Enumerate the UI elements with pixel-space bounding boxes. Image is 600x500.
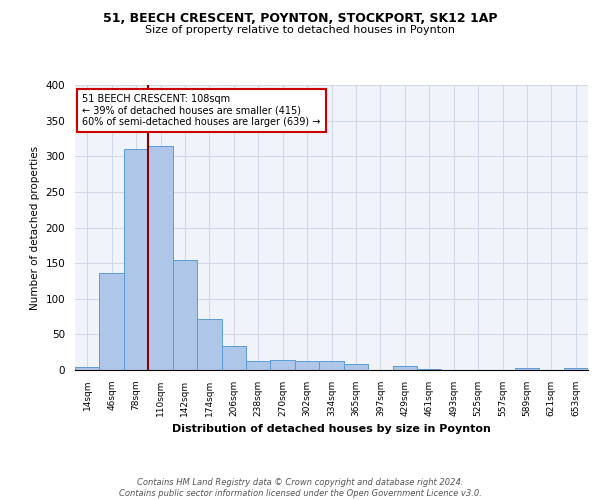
Bar: [319, 362, 344, 370]
Bar: [246, 362, 271, 370]
Bar: [173, 260, 197, 370]
Bar: [221, 346, 246, 370]
Bar: [124, 149, 148, 370]
Text: Size of property relative to detached houses in Poynton: Size of property relative to detached ho…: [145, 25, 455, 35]
Bar: [75, 367, 100, 370]
Bar: [148, 146, 173, 370]
Bar: [271, 360, 295, 370]
Bar: [295, 360, 319, 370]
Bar: [197, 318, 221, 370]
Text: 51 BEECH CRESCENT: 108sqm
← 39% of detached houses are smaller (415)
60% of semi: 51 BEECH CRESCENT: 108sqm ← 39% of detac…: [82, 94, 321, 126]
Bar: [344, 364, 368, 370]
Bar: [515, 368, 539, 370]
Text: 51, BEECH CRESCENT, POYNTON, STOCKPORT, SK12 1AP: 51, BEECH CRESCENT, POYNTON, STOCKPORT, …: [103, 12, 497, 26]
Bar: [100, 273, 124, 370]
Bar: [563, 368, 588, 370]
X-axis label: Distribution of detached houses by size in Poynton: Distribution of detached houses by size …: [172, 424, 491, 434]
Bar: [417, 368, 442, 370]
Text: Contains HM Land Registry data © Crown copyright and database right 2024.
Contai: Contains HM Land Registry data © Crown c…: [119, 478, 481, 498]
Bar: [392, 366, 417, 370]
Y-axis label: Number of detached properties: Number of detached properties: [30, 146, 40, 310]
